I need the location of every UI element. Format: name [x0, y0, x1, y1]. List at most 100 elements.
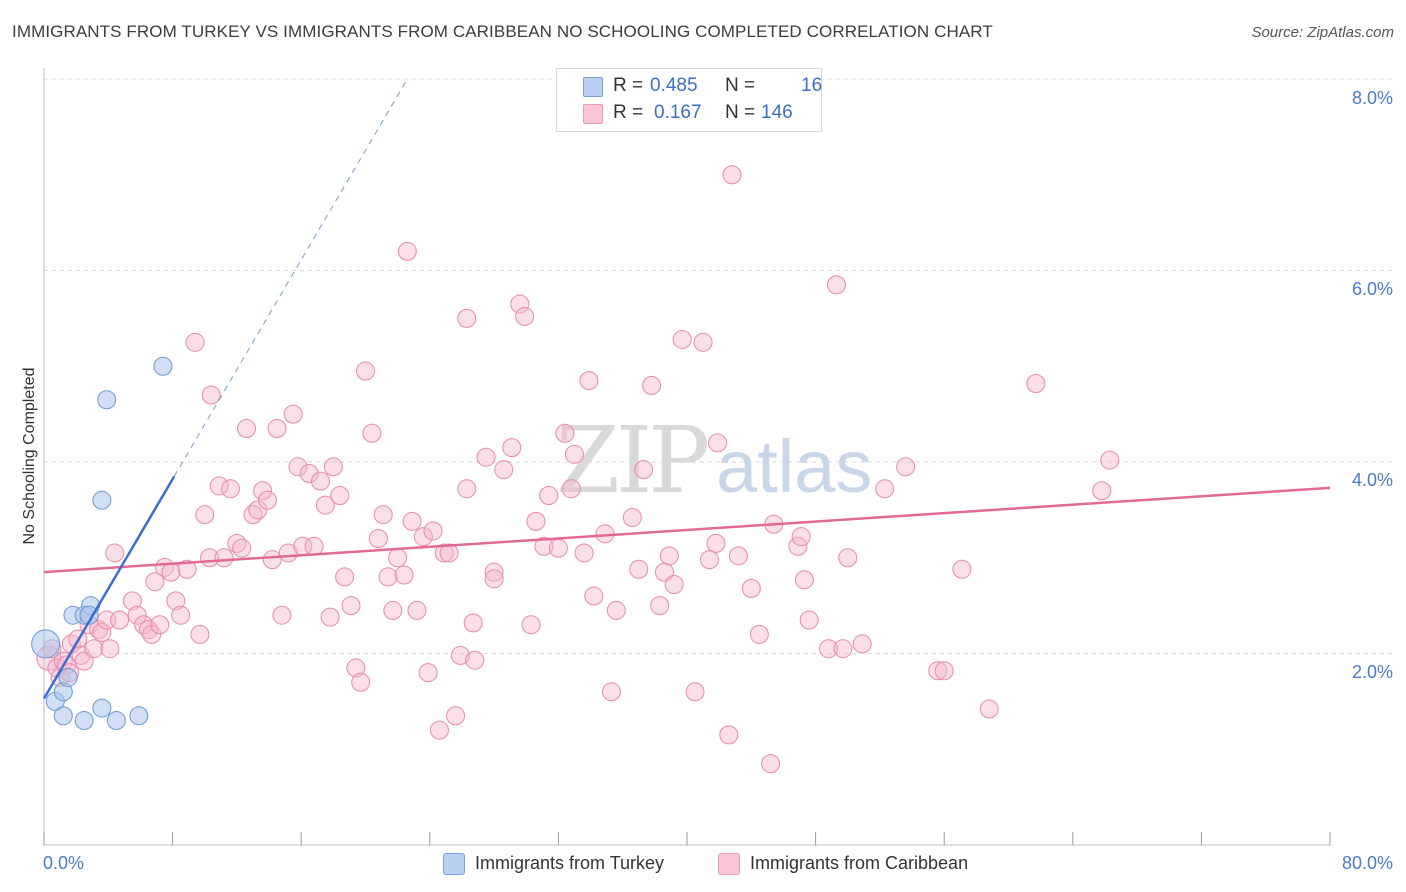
point-caribbean-87 [476, 447, 496, 467]
point-caribbean-66 [368, 529, 388, 549]
point-caribbean-17 [105, 543, 125, 563]
point-turkey-15 [79, 605, 99, 625]
point-caribbean-119 [700, 550, 720, 570]
point-turkey-0 [31, 629, 61, 659]
point-caribbean-141 [934, 661, 954, 681]
point-caribbean-146 [1100, 450, 1120, 470]
y-tick-label-2: 2.0% [1352, 662, 1393, 682]
point-caribbean-40 [232, 538, 252, 558]
point-caribbean-37 [214, 548, 234, 568]
legend-swatch-turkey [583, 77, 603, 97]
legend-n-value-turkey: 16 [801, 75, 823, 96]
bottom-legend-turkey: Immigrants from Turkey [443, 850, 703, 878]
bottom-legend-label-turkey: Immigrants from Turkey [475, 853, 665, 873]
point-caribbean-50 [283, 404, 303, 424]
point-caribbean-130 [791, 527, 811, 547]
point-caribbean-126 [749, 624, 769, 644]
point-caribbean-86 [465, 650, 485, 670]
point-caribbean-76 [418, 663, 438, 683]
point-caribbean-84 [457, 308, 477, 328]
legend-r-value-turkey: 0.485 [650, 75, 698, 96]
point-caribbean-62 [346, 658, 366, 678]
point-caribbean-30 [177, 559, 197, 579]
legend-row-caribbean: R = 0.167 N = 146 [557, 100, 821, 126]
point-turkey-14 [153, 356, 173, 376]
point-caribbean-23 [142, 624, 162, 644]
point-caribbean-58 [323, 457, 343, 477]
point-caribbean-89 [484, 569, 504, 589]
point-caribbean-24 [145, 572, 165, 592]
point-caribbean-123 [722, 165, 742, 185]
watermark-zip: ZIP [556, 407, 707, 514]
point-caribbean-63 [351, 672, 371, 692]
point-caribbean-103 [579, 371, 599, 391]
source-credit: Source: ZipAtlas.com [1251, 24, 1394, 41]
point-turkey-10 [92, 698, 112, 718]
point-turkey-4 [58, 667, 78, 687]
trendline-turkey [42, 475, 176, 700]
chart-title: IMMIGRANTS FROM TURKEY VS IMMIGRANTS FRO… [12, 22, 993, 41]
point-caribbean-133 [818, 639, 838, 659]
legend-r-label: R = [613, 75, 644, 96]
point-caribbean-14 [92, 622, 112, 642]
point-caribbean-68 [378, 567, 398, 587]
point-caribbean-16 [100, 639, 120, 659]
point-caribbean-19 [122, 591, 142, 611]
point-caribbean-51 [288, 457, 308, 477]
legend-n-label: N = [725, 102, 756, 123]
point-caribbean-143 [979, 699, 999, 719]
point-caribbean-132 [799, 610, 819, 630]
point-turkey-13 [129, 706, 149, 726]
point-caribbean-106 [601, 682, 621, 702]
point-caribbean-48 [272, 605, 292, 625]
point-caribbean-80 [439, 543, 459, 563]
point-turkey-7 [74, 711, 94, 731]
point-caribbean-74 [407, 600, 427, 620]
point-caribbean-18 [110, 610, 130, 630]
point-caribbean-55 [310, 471, 330, 491]
point-caribbean-82 [450, 645, 470, 665]
point-caribbean-124 [728, 546, 748, 566]
point-caribbean-115 [664, 575, 684, 595]
point-caribbean-65 [362, 423, 382, 443]
point-caribbean-99 [555, 423, 575, 443]
legend-n-value-caribbean: 146 [761, 102, 793, 123]
point-caribbean-64 [356, 361, 375, 381]
point-caribbean-45 [257, 490, 277, 510]
x-tick-label-left: 0.0% [43, 853, 84, 873]
point-caribbean-145 [1092, 481, 1112, 501]
point-caribbean-136 [838, 548, 858, 568]
legend-swatch-caribbean [583, 104, 603, 124]
trendline-caribbean [43, 486, 1331, 574]
point-caribbean-78 [429, 720, 449, 740]
point-caribbean-101 [564, 444, 584, 464]
point-caribbean-140 [928, 661, 948, 681]
point-caribbean-95 [526, 511, 546, 531]
point-caribbean-93 [515, 306, 535, 326]
y-tick-label-8: 8.0% [1352, 88, 1393, 108]
point-caribbean-75 [413, 527, 433, 547]
point-caribbean-70 [388, 548, 408, 568]
point-caribbean-108 [622, 508, 642, 528]
bottom-legend-caribbean: Immigrants from Caribbean [718, 850, 1008, 878]
point-caribbean-134 [826, 275, 846, 295]
grid-layer [44, 78, 1392, 654]
point-caribbean-121 [708, 433, 728, 453]
point-caribbean-69 [383, 600, 403, 620]
point-caribbean-53 [299, 463, 319, 483]
point-caribbean-73 [402, 511, 422, 531]
point-caribbean-28 [166, 591, 186, 611]
point-caribbean-92 [510, 294, 530, 314]
point-caribbean-20 [127, 605, 147, 625]
legend-row-turkey: R = 0.485 N = 16 [557, 73, 823, 99]
point-caribbean-44 [253, 481, 273, 501]
point-caribbean-144 [1026, 373, 1046, 393]
point-caribbean-100 [561, 479, 581, 499]
point-caribbean-114 [659, 546, 679, 566]
point-caribbean-38 [220, 479, 240, 499]
points-layer [31, 165, 1120, 774]
watermark: ZIP atlas [556, 407, 872, 514]
legend-r-label: R = [613, 102, 644, 123]
point-caribbean-33 [195, 505, 215, 525]
